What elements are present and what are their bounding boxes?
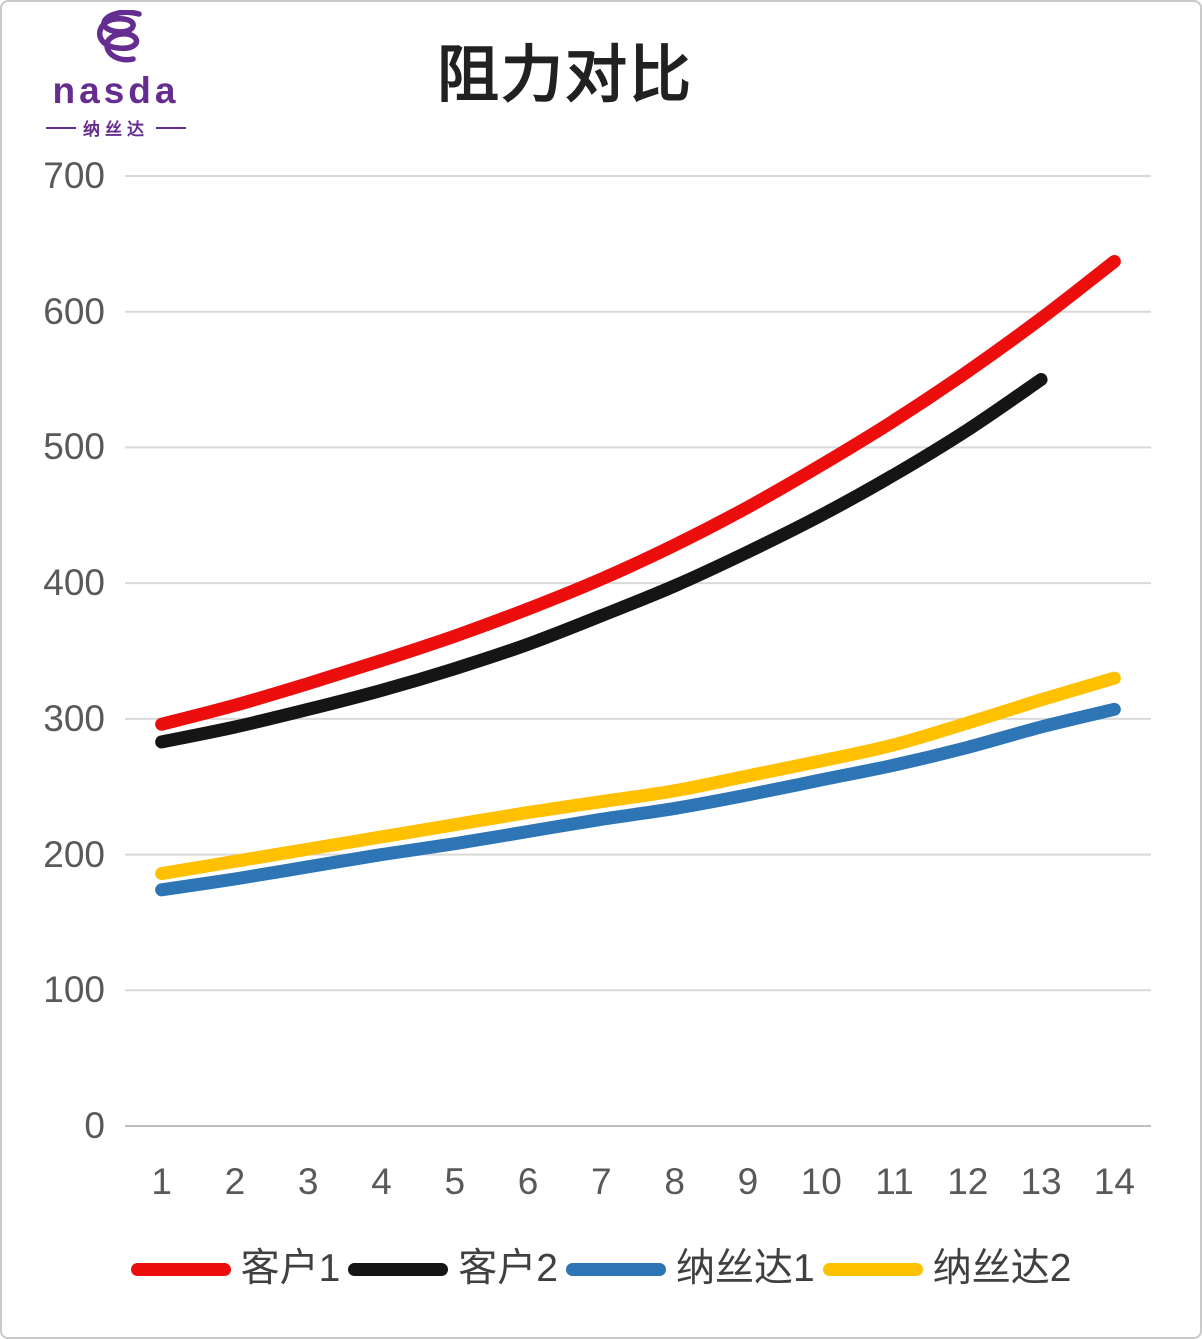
x-tick-label-2: 2 — [224, 1161, 246, 1202]
series-line-3 — [155, 671, 1121, 881]
legend-swatch-3 — [822, 1262, 923, 1276]
legend-label-0: 客户1 — [240, 1247, 341, 1290]
legend-item-2: 纳丝达1 — [566, 1247, 815, 1291]
series-line-2 — [155, 702, 1121, 897]
logo-dash-left — [46, 126, 76, 129]
x-tick-label-14: 14 — [1093, 1161, 1135, 1202]
x-tick-label-3: 3 — [297, 1161, 319, 1202]
legend-item-3: 纳丝达2 — [822, 1247, 1072, 1291]
y-tick-label-100: 100 — [43, 969, 105, 1011]
x-tick-label-8: 8 — [664, 1161, 685, 1202]
y-tick-label-700: 700 — [43, 155, 105, 196]
legend-label-3: 纳丝达2 — [932, 1247, 1072, 1290]
legend-swatch-0 — [130, 1262, 231, 1276]
y-tick-label-200: 200 — [43, 833, 105, 875]
x-tick-label-6: 6 — [517, 1161, 539, 1202]
series-line-1 — [155, 373, 1048, 749]
nasda-logo: nasda 纳丝达 — [30, 10, 202, 140]
y-tick-label-500: 500 — [43, 426, 105, 468]
y-tick-label-600: 600 — [43, 290, 105, 332]
x-tick-label-7: 7 — [591, 1161, 612, 1202]
y-tick-label-400: 400 — [43, 562, 105, 604]
chart-title: 阻力对比 — [436, 41, 693, 110]
x-tick-label-13: 13 — [1020, 1161, 1062, 1202]
y-tick-label-300: 300 — [43, 697, 105, 739]
logo-brand-text: nasda — [52, 70, 180, 111]
x-tick-label-1: 1 — [151, 1161, 172, 1202]
x-tick-label-12: 12 — [947, 1161, 989, 1202]
legend-item-1: 客户2 — [348, 1247, 558, 1291]
x-tick-label-4: 4 — [371, 1161, 392, 1202]
legend-item-0: 客户1 — [130, 1247, 341, 1291]
legend-label-2: 纳丝达1 — [676, 1247, 815, 1290]
logo-subtitle-text: 纳丝达 — [83, 120, 149, 139]
y-tick-label-0: 0 — [84, 1105, 105, 1146]
x-tick-label-10: 10 — [800, 1161, 842, 1202]
spiral-ribbon-icon — [96, 10, 142, 63]
x-tick-label-11: 11 — [875, 1161, 914, 1202]
legend-label-1: 客户2 — [458, 1247, 558, 1290]
x-tick-label-9: 9 — [737, 1161, 759, 1202]
legend-swatch-1 — [348, 1262, 449, 1276]
chart-legend: 客户1 客户2 纳丝达1 纳丝达2 — [2, 1247, 1200, 1291]
legend-swatch-2 — [566, 1262, 666, 1276]
x-tick-label-5: 5 — [444, 1161, 466, 1202]
series-line-0 — [155, 255, 1121, 731]
logo-dash-right — [156, 126, 186, 129]
